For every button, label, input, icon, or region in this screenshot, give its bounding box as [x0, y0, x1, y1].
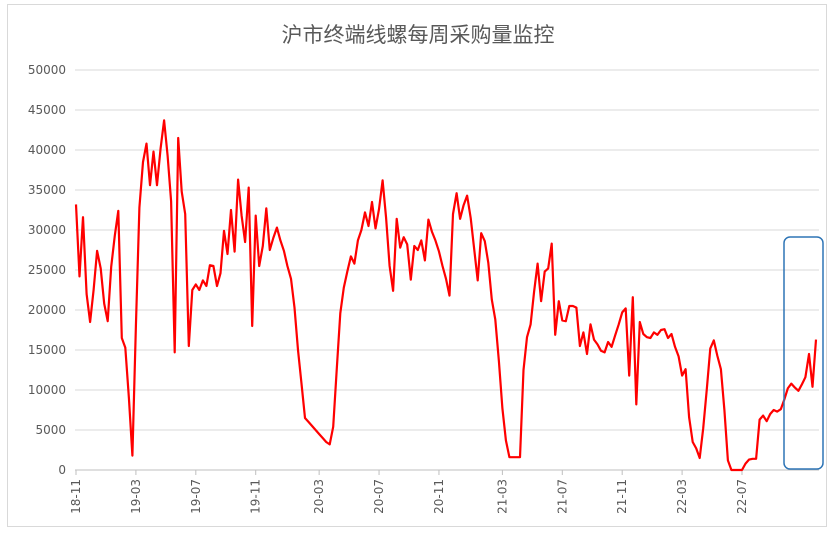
y-tick-label: 5000: [35, 423, 66, 437]
x-tick-label: 19-11: [249, 479, 263, 514]
x-tick-label: 21-03: [495, 479, 509, 514]
grid-lines: [75, 69, 819, 471]
y-tick-label: 30000: [28, 223, 66, 237]
highlight-box: [783, 236, 824, 470]
series-layer: [74, 119, 818, 472]
y-tick-label: 40000: [28, 143, 66, 157]
y-tick-label: 20000: [28, 303, 66, 317]
chart-title: 沪市终端线螺每周采购量监控: [282, 23, 555, 47]
x-tick-label: 22-07: [735, 479, 749, 514]
x-tick-label: 21-11: [615, 479, 629, 514]
x-tick-label: 20-11: [432, 479, 446, 514]
y-tick-label: 25000: [28, 263, 66, 277]
x-tick-label: 19-07: [189, 479, 203, 514]
y-tick-label: 45000: [28, 103, 66, 117]
y-axis-ticks: 0 5000 10000 15000 20000 25000 30000 35000 40000…: [28, 63, 66, 477]
x-tick-label: 20-07: [372, 479, 386, 514]
x-tick-label: 18-11: [69, 479, 83, 514]
series-line: [74, 119, 818, 472]
chart-frame: 沪市终端线螺每周采购量监控 0 5000 10000 15000 20000 25000 3…: [7, 4, 827, 527]
x-tick-label: 19-03: [129, 479, 143, 514]
x-tick-label: 21-07: [555, 479, 569, 514]
y-tick-label: 35000: [28, 183, 66, 197]
y-tick-label: 10000: [28, 383, 66, 397]
x-tick-label: 20-03: [312, 479, 326, 514]
y-tick-label: 0: [58, 463, 66, 477]
x-axis-ticks: 18-11 19-03 19-07 19-11 20-03 20-07 20-11 21-03…: [69, 470, 749, 514]
line-chart: 沪市终端线螺每周采购量监控 0 5000 10000 15000 20000 25000 3…: [28, 23, 824, 514]
y-tick-label: 15000: [28, 343, 66, 357]
x-tick-label: 22-03: [675, 479, 689, 514]
y-tick-label: 50000: [28, 63, 66, 77]
